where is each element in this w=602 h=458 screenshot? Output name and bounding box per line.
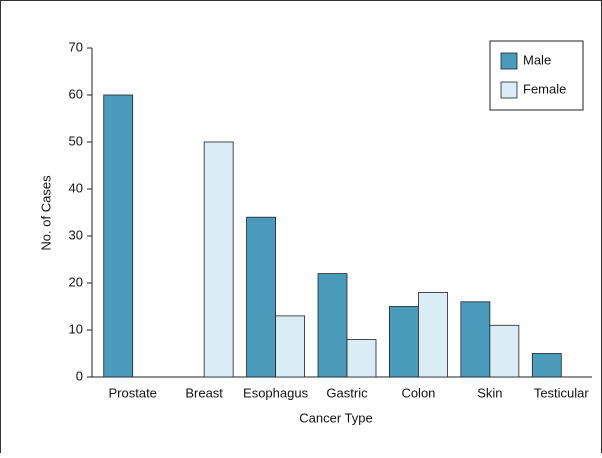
legend-swatch (500, 81, 518, 99)
bar (103, 94, 134, 378)
bar (203, 141, 234, 378)
legend-label: Male (523, 52, 551, 67)
bar (246, 216, 276, 378)
bar (460, 301, 491, 378)
legend-swatch (500, 52, 518, 70)
y-tick-label: 30 (69, 227, 83, 242)
y-tick-label: 60 (69, 86, 83, 101)
x-tick-label: Skin (477, 385, 502, 400)
y-tick-label: 40 (69, 180, 83, 195)
y-tick-label: 20 (69, 274, 83, 289)
x-tick-label: Colon (401, 385, 435, 400)
bar (275, 315, 305, 378)
x-tick-label: Esophagus (243, 385, 309, 400)
legend-label: Female (523, 81, 566, 96)
x-axis-title: Cancer Type (299, 410, 372, 425)
bar (317, 273, 348, 378)
x-tick-label: Testicular (534, 385, 590, 400)
bar (489, 324, 520, 378)
legend-box (489, 40, 584, 111)
x-tick-label: Prostate (109, 385, 157, 400)
bar (418, 291, 448, 378)
bar (531, 353, 562, 378)
y-tick-label: 50 (69, 133, 83, 148)
x-tick-label: Breast (185, 385, 223, 400)
y-axis-title: No. of Cases (38, 175, 53, 251)
y-tick-label: 0 (76, 368, 83, 383)
x-tick-label: Gastric (326, 385, 368, 400)
y-tick-label: 10 (69, 321, 83, 336)
y-tick-label: 70 (69, 39, 83, 54)
bar (389, 306, 419, 378)
bar (346, 338, 377, 378)
